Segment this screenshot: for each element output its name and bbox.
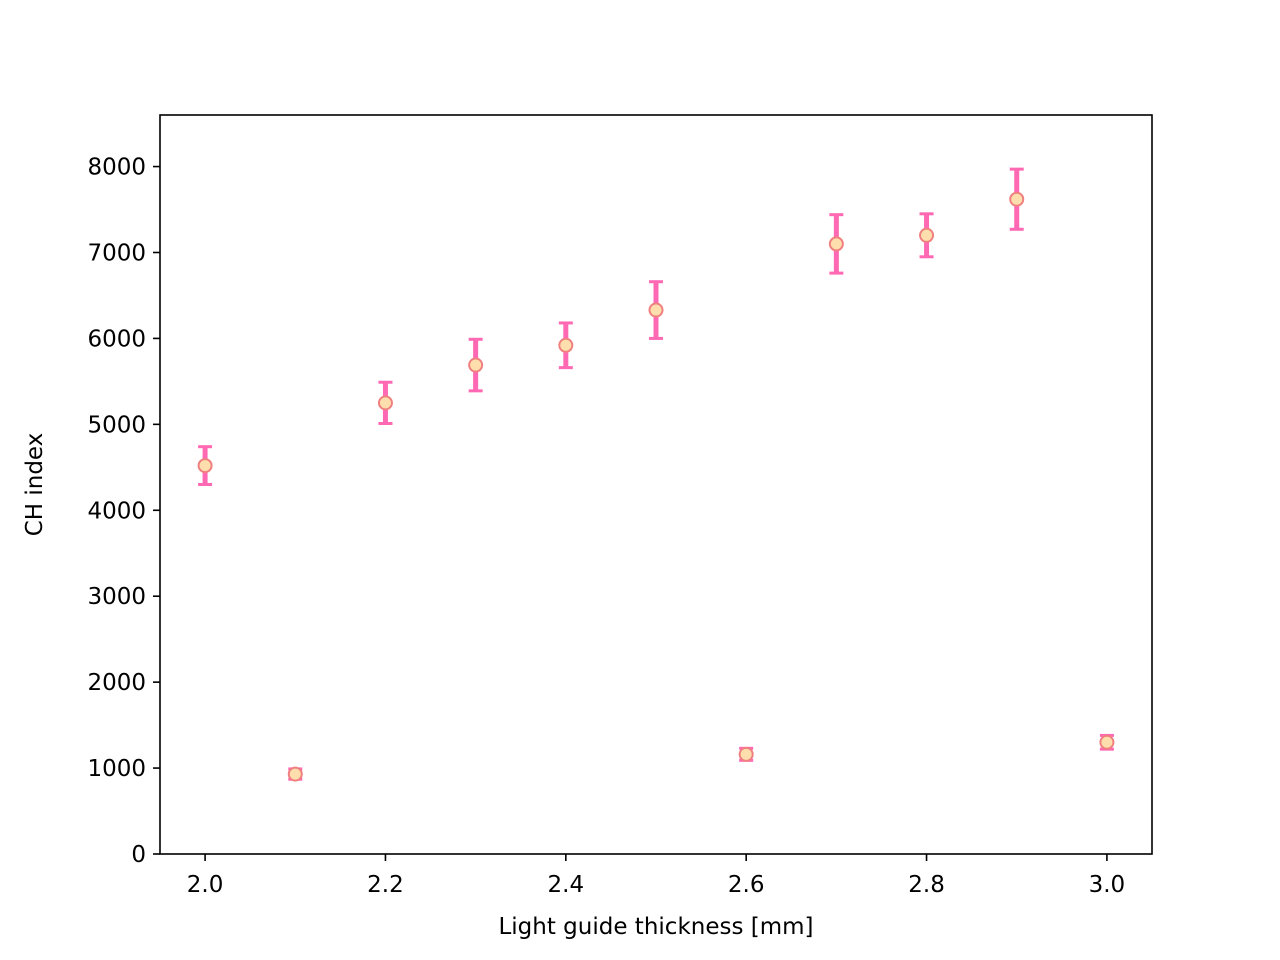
y-tick-label: 0 <box>131 842 146 868</box>
data-point <box>738 746 754 762</box>
data-marker <box>197 458 213 474</box>
y-tick-label: 1000 <box>87 756 146 782</box>
y-tick-label: 4000 <box>87 498 146 524</box>
y-tick-label: 6000 <box>87 326 146 352</box>
data-point <box>1099 733 1115 751</box>
x-tick-label: 2.2 <box>367 872 404 898</box>
data-marker <box>287 766 303 782</box>
x-tick-label: 3.0 <box>1089 872 1126 898</box>
data-point <box>648 280 664 340</box>
data-marker <box>558 337 574 353</box>
data-marker <box>1009 191 1025 207</box>
y-tick-label: 2000 <box>87 670 146 696</box>
data-point <box>287 766 303 782</box>
data-marker <box>468 357 484 373</box>
x-axis-ticks: 2.0 2.2 2.4 2.6 2.8 3.0 <box>187 854 1125 898</box>
x-tick-label: 2.6 <box>728 872 765 898</box>
data-point <box>468 337 484 393</box>
data-point <box>197 445 213 486</box>
x-axis-label: Light guide thickness [mm] <box>498 914 813 940</box>
data-marks <box>197 167 1115 782</box>
data-point <box>828 213 844 275</box>
data-marker <box>377 395 393 411</box>
data-point <box>558 321 574 370</box>
data-marker <box>828 236 844 252</box>
data-marker <box>1099 734 1115 750</box>
y-tick-label: 8000 <box>87 155 146 181</box>
data-point <box>377 380 393 425</box>
y-tick-label: 3000 <box>87 584 146 610</box>
data-point <box>919 212 935 259</box>
y-axis-label: CH index <box>22 433 48 537</box>
axes-frame <box>159 114 1153 855</box>
data-marker <box>738 746 754 762</box>
x-tick-label: 2.8 <box>908 872 945 898</box>
y-tick-label: 5000 <box>87 412 146 438</box>
data-marker <box>919 227 935 243</box>
data-marker <box>648 302 664 318</box>
x-tick-label: 2.0 <box>187 872 224 898</box>
y-tick-label: 7000 <box>87 240 146 266</box>
data-point <box>1009 167 1025 231</box>
y-axis-ticks: 0 1000 2000 3000 4000 5000 6000 7000 8000 <box>87 155 160 868</box>
x-tick-label: 2.4 <box>548 872 585 898</box>
